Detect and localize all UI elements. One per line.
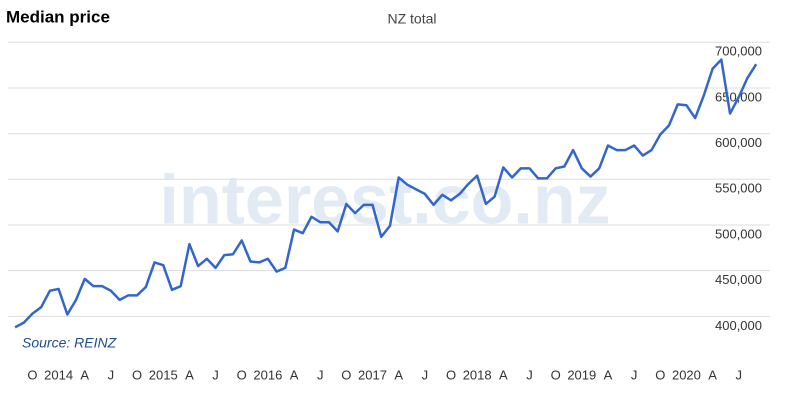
x-tick-label: A bbox=[394, 367, 403, 382]
source: Source: REINZ bbox=[22, 335, 117, 351]
y-tick-label: 550,000 bbox=[715, 181, 762, 196]
x-tick-label: A bbox=[185, 367, 194, 382]
x-tick-label: O bbox=[237, 367, 247, 382]
x-tick-label: O bbox=[341, 367, 351, 382]
y-tick-label: 400,000 bbox=[715, 318, 762, 333]
x-tick-label: 2016 bbox=[253, 367, 282, 382]
x-tick-label: A bbox=[499, 367, 508, 382]
x-tick-label: O bbox=[27, 367, 37, 382]
x-tick-label: 2014 bbox=[44, 367, 73, 382]
x-tick-label: A bbox=[80, 367, 89, 382]
y-tick-label: 700,000 bbox=[715, 44, 762, 59]
y-tick-label: 600,000 bbox=[715, 135, 762, 150]
y-tick-label: 450,000 bbox=[715, 272, 762, 287]
x-tick-label: A bbox=[604, 367, 613, 382]
y-tick-label: 500,000 bbox=[715, 226, 762, 241]
x-tick-label: A bbox=[290, 367, 299, 382]
data-line bbox=[14, 58, 758, 329]
x-tick-label: 2020 bbox=[672, 367, 701, 382]
x-tick-label: O bbox=[655, 367, 665, 382]
x-tick-label: J bbox=[108, 367, 115, 382]
x-tick-label: 2017 bbox=[358, 367, 387, 382]
x-tick-label: A bbox=[708, 367, 717, 382]
x-tick-label: O bbox=[551, 367, 561, 382]
x-tick-label: O bbox=[446, 367, 456, 382]
x-tick-label: 2018 bbox=[463, 367, 492, 382]
x-tick-label: J bbox=[212, 367, 219, 382]
x-tick-label: J bbox=[736, 367, 743, 382]
x-tick-label: J bbox=[422, 367, 429, 382]
chart-subtitle: NZ total bbox=[387, 11, 436, 27]
x-tick-label: O bbox=[132, 367, 142, 382]
x-tick-label: J bbox=[631, 367, 638, 382]
x-tick-label: J bbox=[526, 367, 533, 382]
x-tick-label: 2019 bbox=[567, 367, 596, 382]
x-tick-label: 2015 bbox=[149, 367, 178, 382]
watermark: interest.co.nz bbox=[159, 160, 610, 238]
x-tick-label: J bbox=[317, 367, 324, 382]
chart-title: Median price bbox=[6, 7, 110, 26]
